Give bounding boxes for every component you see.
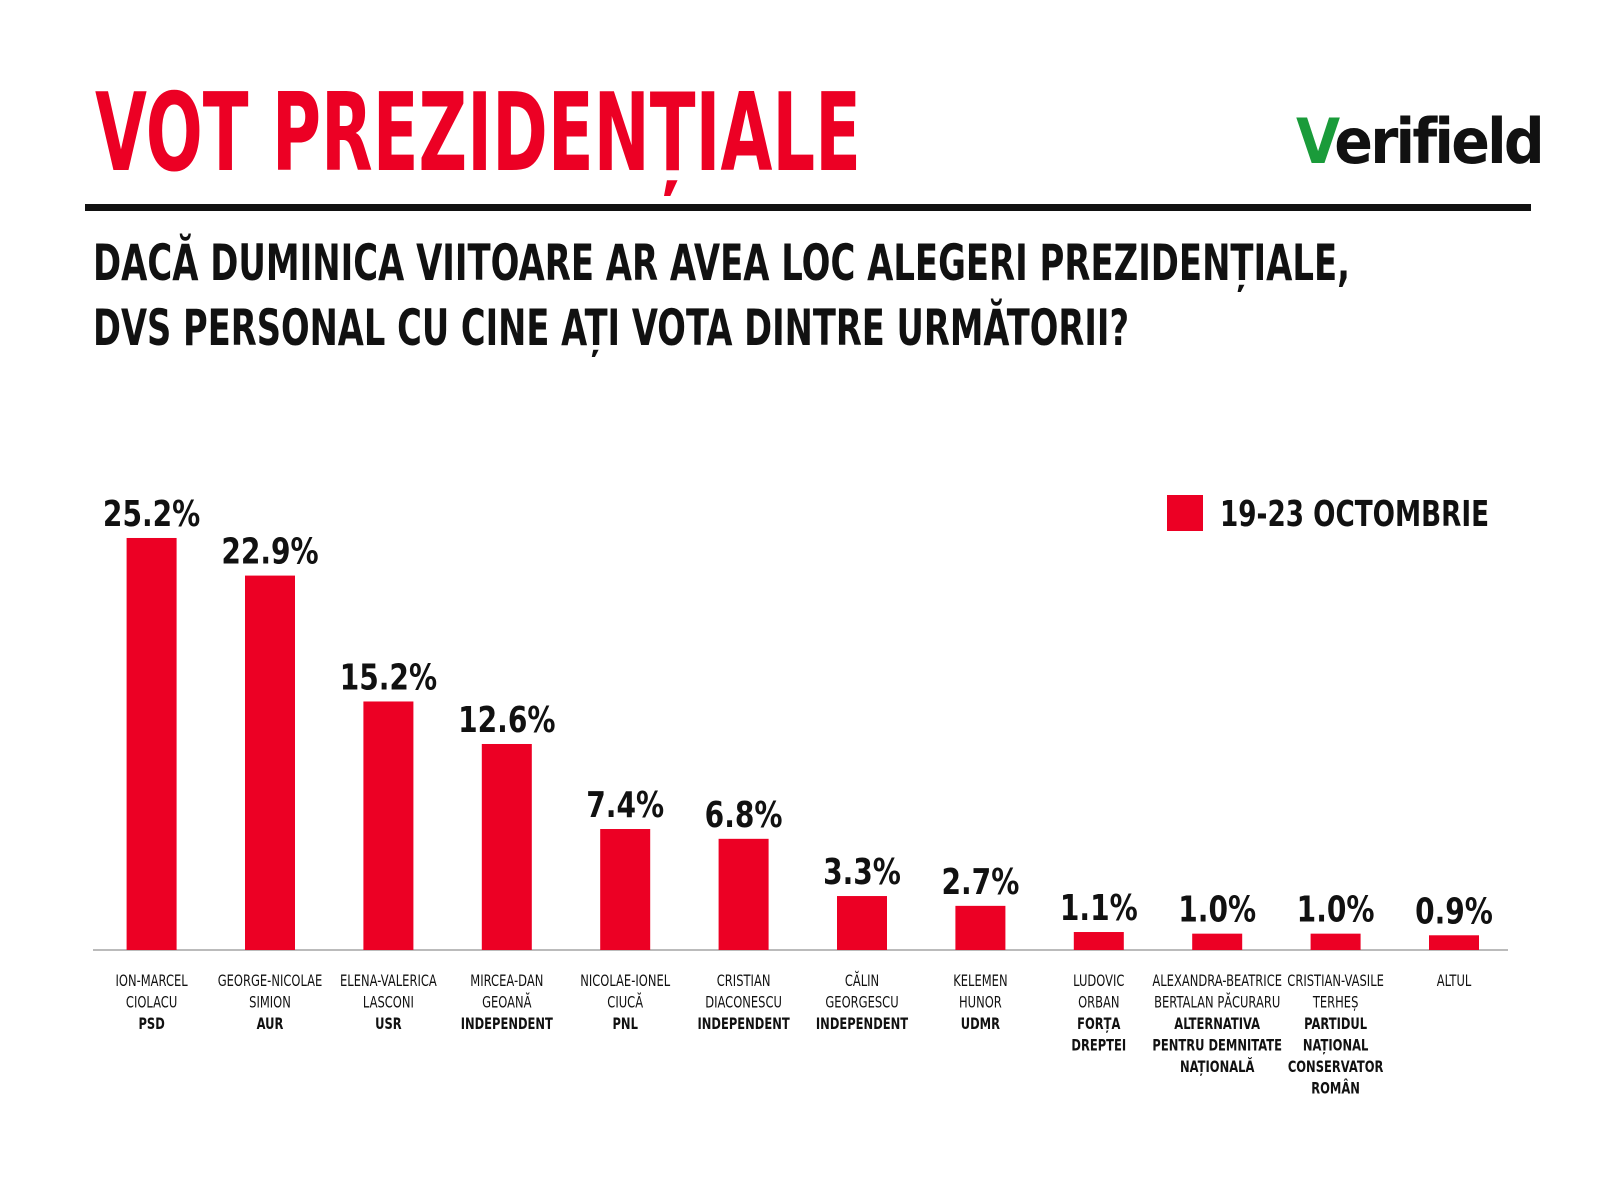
bar <box>600 829 651 950</box>
value-label: 22.9% <box>221 530 318 572</box>
party-label: PARTIDUL <box>1304 1015 1367 1033</box>
subtitle-line: DVS PERSONAL CU CINE AȚI VOTA DINTRE URM… <box>93 298 1129 357</box>
x-tick-label: SIMION <box>249 994 291 1012</box>
bar <box>481 743 532 950</box>
party-label: PSD <box>138 1015 164 1033</box>
value-label: 1.0% <box>1297 888 1375 930</box>
party-label: PENTRU DEMNITATE <box>1152 1037 1282 1055</box>
value-label: 1.0% <box>1178 888 1256 930</box>
x-tick-label: LASCONI <box>363 994 414 1012</box>
logo: Verifield <box>1296 105 1545 178</box>
x-tick-label: TERHEȘ <box>1312 994 1359 1012</box>
x-tick-label: CRISTIAN-VASILE <box>1287 972 1384 990</box>
party-label: INDEPENDENT <box>461 1015 554 1033</box>
x-tick-label: DIACONESCU <box>705 994 782 1012</box>
bar <box>126 537 177 950</box>
x-tick-label: ION-MARCEL <box>115 972 187 990</box>
party-label: PNL <box>612 1015 638 1033</box>
bar <box>245 575 295 950</box>
title-rule <box>85 204 1531 211</box>
chart-title: VOT PREZIDENȚIALE <box>95 71 861 196</box>
bar <box>837 896 887 950</box>
party-label: NAȚIONAL <box>1303 1037 1369 1055</box>
legend-label: 19-23 OCTOMBRIE <box>1220 494 1489 535</box>
value-label: 6.8% <box>705 793 783 835</box>
x-tick-label: ELENA-VALERICA <box>340 972 437 990</box>
party-label: INDEPENDENT <box>816 1015 909 1033</box>
value-label: 7.4% <box>586 784 664 826</box>
value-label: 3.3% <box>823 851 901 893</box>
party-label: CONSERVATOR <box>1288 1058 1384 1076</box>
party-label: NAȚIONALĂ <box>1180 1056 1255 1077</box>
party-label: UDMR <box>961 1015 1000 1033</box>
x-tick-label: GEORGESCU <box>825 994 898 1012</box>
x-tick-label: GEOANĂ <box>482 991 532 1012</box>
value-label: 0.9% <box>1415 890 1493 932</box>
x-tick-label: HUNOR <box>959 994 1002 1012</box>
x-tick-label: ALTUL <box>1437 972 1472 990</box>
party-label: USR <box>375 1015 402 1033</box>
x-tick-label: GEORGE-NICOLAE <box>218 972 323 990</box>
value-label: 1.1% <box>1060 887 1138 929</box>
bar <box>1073 932 1124 950</box>
bar <box>955 905 1006 950</box>
party-label: AUR <box>257 1015 284 1033</box>
legend-swatch <box>1167 495 1203 531</box>
x-tick-label: KELEMEN <box>953 972 1007 990</box>
value-label: 25.2% <box>103 493 200 535</box>
x-tick-label: NICOLAE-IONEL <box>580 972 670 990</box>
x-tick-label: ORBAN <box>1078 994 1119 1012</box>
bar <box>1429 935 1479 950</box>
bar <box>1310 933 1361 950</box>
x-tick-label: CRISTIAN <box>717 972 771 990</box>
x-tick-label: CIUCĂ <box>607 991 643 1012</box>
party-label: ALTERNATIVA <box>1174 1015 1260 1033</box>
party-label: FORȚA <box>1077 1015 1120 1033</box>
party-label: ROMÂN <box>1311 1079 1360 1099</box>
party-label: INDEPENDENT <box>697 1015 790 1033</box>
bar <box>363 701 414 950</box>
x-tick-label: BERTALAN PĂCURARU <box>1154 991 1280 1012</box>
x-tick-label: CĂLIN <box>845 970 879 991</box>
value-label: 12.6% <box>458 699 555 741</box>
x-tick-label: ALEXANDRA-BEATRICE <box>1152 972 1282 990</box>
party-label: DREPTEI <box>1071 1037 1126 1055</box>
subtitle-line: DACĂ DUMINICA VIITOARE AR AVEA LOC ALEGE… <box>93 233 1350 292</box>
bar <box>1192 933 1243 950</box>
x-tick-label: MIRCEA-DAN <box>470 972 543 990</box>
value-label: 15.2% <box>340 656 437 698</box>
bar <box>718 838 769 950</box>
x-tick-label: CIOLACU <box>126 994 177 1012</box>
x-tick-label: LUDOVIC <box>1073 972 1124 990</box>
value-label: 2.7% <box>941 860 1019 902</box>
